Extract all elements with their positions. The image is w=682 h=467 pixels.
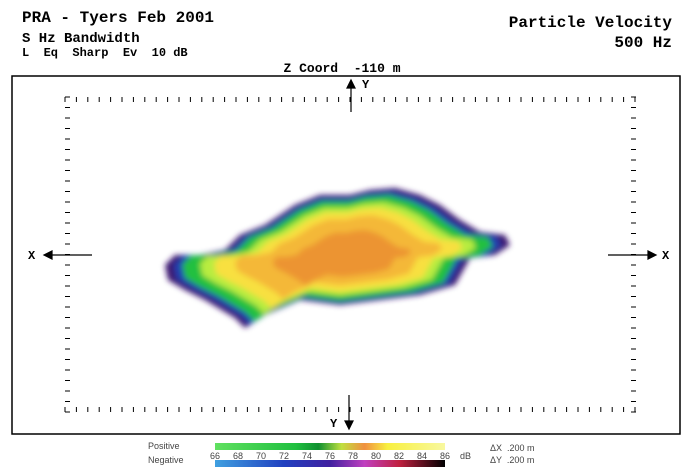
colorbar-tick-label: 78 bbox=[348, 451, 358, 461]
bottom-axis-label: Y bbox=[330, 417, 338, 431]
colorbar-tick-label: 86 bbox=[440, 451, 450, 461]
legend-dy: ΔY .200 m bbox=[490, 455, 534, 465]
negative-colorbar bbox=[215, 460, 445, 467]
outer-frame bbox=[11, 75, 681, 435]
colorbar-tick-label: 84 bbox=[417, 451, 427, 461]
bandwidth: S Hz Bandwidth bbox=[22, 31, 140, 47]
colorbar-tick-label: 72 bbox=[279, 451, 289, 461]
intensity-map bbox=[165, 188, 510, 328]
positive-colorbar bbox=[215, 443, 445, 450]
colorbar-tick-label: 82 bbox=[394, 451, 404, 461]
colorbar-tick-label: 66 bbox=[210, 451, 220, 461]
top-axis-label: Y bbox=[362, 78, 370, 92]
frequency: 500 Hz bbox=[614, 34, 672, 52]
legend-dx: ΔX .200 m bbox=[490, 443, 535, 453]
colorbar-tick-label: 76 bbox=[325, 451, 335, 461]
axis-arrows bbox=[42, 78, 658, 431]
settings: L Eq Sharp Ev 10 dB bbox=[22, 46, 188, 60]
colorbar-ticks: 66 68 70 72 74 76 78 80 82 84 86 bbox=[210, 451, 450, 461]
quantity: Particle Velocity bbox=[509, 14, 673, 32]
z-coord: Z Coord -110 m bbox=[283, 61, 400, 76]
legend-unit: dB bbox=[460, 451, 471, 461]
legend-positive: Positive bbox=[148, 441, 180, 451]
colorbar-tick-label: 80 bbox=[371, 451, 381, 461]
right-axis-label: X bbox=[662, 249, 670, 263]
left-axis-label: X bbox=[28, 249, 36, 263]
inner-frame bbox=[64, 96, 636, 413]
title: PRA - Tyers Feb 2001 bbox=[22, 9, 214, 27]
legend-negative: Negative bbox=[148, 455, 184, 465]
colorbar-tick-label: 70 bbox=[256, 451, 266, 461]
colorbar-tick-label: 68 bbox=[233, 451, 243, 461]
colorbar-tick-label: 74 bbox=[302, 451, 312, 461]
